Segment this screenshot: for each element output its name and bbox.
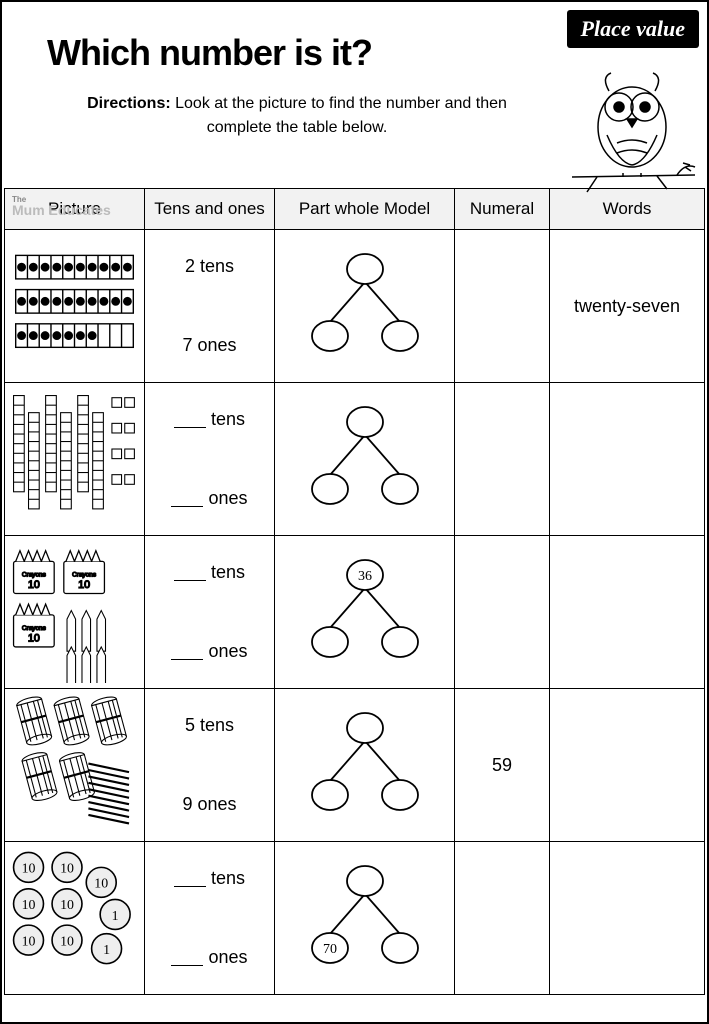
- picture-cell: [5, 230, 145, 383]
- place-value-badge: Place value: [567, 10, 699, 48]
- picture-cell: Crayons 10 Crayons 10 Crayons 10: [5, 536, 145, 689]
- ones-blank[interactable]: [171, 644, 203, 660]
- tens-value: 5: [185, 715, 195, 735]
- directions-text: Look at the picture to find the number a…: [175, 95, 507, 136]
- svg-text:Crayons: Crayons: [22, 625, 46, 632]
- svg-text:10: 10: [78, 579, 90, 591]
- part-whole-cell: 36: [275, 536, 455, 689]
- tens-blank[interactable]: [174, 412, 206, 428]
- table-row: Crayons 10 Crayons 10 Crayons 10 tens on…: [5, 536, 705, 689]
- svg-text:10: 10: [28, 633, 40, 645]
- numeral-cell: [455, 230, 550, 383]
- part-whole-cell: [275, 383, 455, 536]
- numeral-cell: [455, 842, 550, 995]
- numeral-cell: [455, 536, 550, 689]
- tens-blank[interactable]: [174, 871, 206, 887]
- ones-value: 9: [182, 794, 192, 814]
- words-cell: twenty-seven: [550, 230, 705, 383]
- svg-text:1: 1: [112, 909, 119, 924]
- directions-label: Directions:: [87, 95, 171, 112]
- svg-text:Crayons: Crayons: [22, 571, 46, 578]
- tens-ones-cell: tens ones: [145, 842, 275, 995]
- svg-text:10: 10: [22, 898, 36, 913]
- picture-cell: 10 10 10 10 10 1 10 10 1: [5, 842, 145, 995]
- words-cell: [550, 689, 705, 842]
- ones-blank[interactable]: [171, 491, 203, 507]
- svg-text:10: 10: [28, 579, 40, 591]
- worksheet-table: Picture Tens and ones Part whole Model N…: [4, 188, 705, 995]
- part-whole-cell: 70: [275, 842, 455, 995]
- table-row: 2 tens7 ones twenty-seven: [5, 230, 705, 383]
- svg-text:70: 70: [323, 942, 337, 957]
- part-whole-cell: [275, 230, 455, 383]
- svg-text:1: 1: [103, 943, 110, 958]
- ones-blank[interactable]: [171, 950, 203, 966]
- watermark: TheMum Educates: [12, 198, 111, 218]
- ones-value: 7: [182, 335, 192, 355]
- header-part-whole: Part whole Model: [275, 189, 455, 230]
- tens-ones-cell: 5 tens9 ones: [145, 689, 275, 842]
- table-row: 5 tens9 ones 59: [5, 689, 705, 842]
- tens-value: 2: [185, 256, 195, 276]
- svg-text:10: 10: [94, 877, 108, 892]
- picture-cell: [5, 689, 145, 842]
- svg-text:36: 36: [358, 569, 372, 584]
- svg-text:Crayons: Crayons: [72, 571, 96, 578]
- numeral-cell: 59: [455, 689, 550, 842]
- svg-text:10: 10: [60, 934, 74, 949]
- tens-ones-cell: tens ones: [145, 383, 275, 536]
- header-numeral: Numeral: [455, 189, 550, 230]
- svg-text:10: 10: [60, 862, 74, 877]
- part-whole-cell: [275, 689, 455, 842]
- tens-ones-cell: 2 tens7 ones: [145, 230, 275, 383]
- numeral-cell: [455, 383, 550, 536]
- words-cell: [550, 536, 705, 689]
- svg-text:10: 10: [60, 898, 74, 913]
- svg-text:10: 10: [22, 934, 36, 949]
- table-row: tens ones: [5, 383, 705, 536]
- words-cell: [550, 383, 705, 536]
- owl-illustration: [567, 57, 697, 197]
- header-tens-ones: Tens and ones: [145, 189, 275, 230]
- tens-blank[interactable]: [174, 565, 206, 581]
- table-row: 10 10 10 10 10 1 10 10 1 tens ones 70: [5, 842, 705, 995]
- picture-cell: [5, 383, 145, 536]
- tens-ones-cell: tens ones: [145, 536, 275, 689]
- svg-text:10: 10: [22, 862, 36, 877]
- words-cell: [550, 842, 705, 995]
